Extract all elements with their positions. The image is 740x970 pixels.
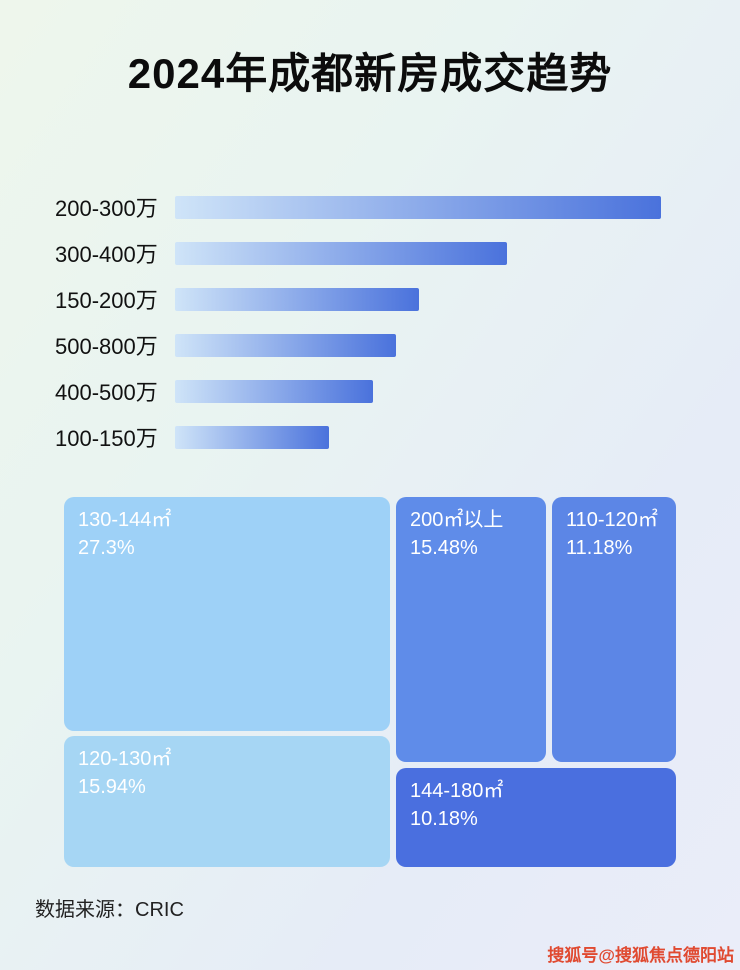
bar-row: 200-300万 — [55, 184, 685, 230]
bar-category-label: 300-400万 — [55, 242, 158, 267]
treemap-percent: 15.94% — [78, 776, 146, 798]
treemap-label: 130-144㎡ — [78, 509, 172, 531]
bar-row: 500-800万 — [55, 322, 685, 368]
data-source-label: 数据来源：CRIC — [35, 899, 184, 921]
bar — [175, 241, 507, 265]
bar-track — [175, 287, 661, 311]
bar — [175, 287, 420, 311]
treemap-label: 120-130㎡ — [78, 748, 172, 770]
bar — [175, 333, 397, 357]
bar-row: 300-400万 — [55, 230, 685, 276]
treemap-box-120-130: 120-130㎡ 15.94% — [64, 736, 390, 867]
bar-track — [175, 379, 661, 403]
page-title: 2024年成都新房成交趋势 — [127, 50, 613, 97]
treemap-box-144-180: 144-180㎡ 10.18% — [396, 768, 676, 867]
bar-category-label: 150-200万 — [55, 288, 158, 313]
bar-category-label: 400-500万 — [55, 380, 158, 405]
area-segment-treemap: 130-144㎡ 27.3% 120-130㎡ 15.94% 200㎡以上 15… — [64, 497, 676, 867]
bar-track — [175, 425, 661, 449]
treemap-box-130-144: 130-144㎡ 27.3% — [64, 497, 390, 731]
bar-track — [175, 195, 661, 219]
price-band-bar-chart: 200-300万 300-400万 150-200万 500-800万 400-… — [55, 184, 685, 460]
treemap-percent: 10.18% — [410, 808, 478, 830]
bar — [175, 195, 661, 219]
treemap-box-200-plus: 200㎡以上 15.48% — [396, 497, 546, 762]
treemap-label: 110-120㎡ — [566, 509, 658, 531]
bar-row: 100-150万 — [55, 414, 685, 460]
treemap-box-110-120: 110-120㎡ 11.18% — [552, 497, 676, 762]
bar-category-label: 200-300万 — [55, 196, 158, 221]
treemap-percent: 27.3% — [78, 537, 135, 559]
bar-track — [175, 241, 661, 265]
bar-category-label: 500-800万 — [55, 334, 158, 359]
bar-row: 400-500万 — [55, 368, 685, 414]
bar — [175, 379, 374, 403]
bar — [175, 425, 330, 449]
treemap-label: 144-180㎡ — [410, 780, 504, 802]
treemap-percent: 11.18% — [566, 537, 633, 559]
treemap-label: 200㎡以上 — [410, 509, 504, 531]
treemap-percent: 15.48% — [410, 537, 478, 559]
watermark-text: 搜狐号@搜狐焦点德阳站 — [547, 946, 734, 965]
bar-track — [175, 333, 661, 357]
bar-row: 150-200万 — [55, 276, 685, 322]
bar-category-label: 100-150万 — [55, 426, 158, 451]
